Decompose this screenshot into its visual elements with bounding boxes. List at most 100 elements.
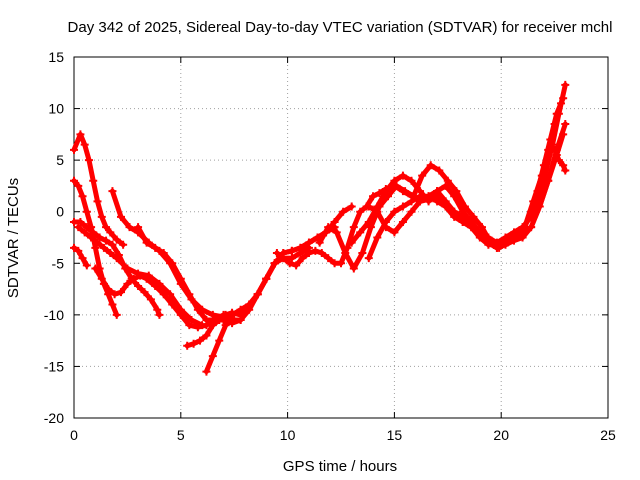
y-tick-label: -20 (44, 410, 64, 426)
data-point (80, 140, 89, 149)
data-point (287, 246, 296, 255)
data-point (89, 228, 98, 237)
data-point (381, 187, 390, 196)
data-point (116, 288, 125, 297)
plot-frame (73, 56, 609, 419)
data-point (270, 259, 279, 268)
data-point (311, 246, 320, 255)
data-point (91, 243, 100, 252)
data-point (416, 197, 425, 206)
y-tick-label: 0 (56, 204, 64, 220)
data-point (364, 254, 373, 263)
data-point (202, 367, 211, 376)
data-point (548, 140, 557, 149)
data-point (347, 238, 356, 247)
data-point (95, 233, 104, 242)
data-point (245, 305, 254, 314)
data-point (153, 305, 162, 314)
data-point (215, 316, 224, 325)
x-tick-label: 20 (493, 427, 509, 443)
y-tick-label: 15 (48, 49, 64, 65)
data-point (407, 176, 416, 185)
data-point (78, 254, 87, 263)
data-point (142, 238, 151, 247)
data-point (76, 218, 85, 227)
data-point (110, 290, 119, 299)
data-point (435, 166, 444, 175)
y-tick-label: -10 (44, 307, 64, 323)
data-point (70, 176, 78, 185)
data-point (554, 109, 563, 118)
y-tick-label: 10 (48, 101, 64, 117)
data-point (82, 223, 91, 232)
data-point (296, 248, 305, 257)
data-point (134, 223, 143, 232)
data-point (401, 187, 410, 196)
data-point (108, 300, 117, 309)
data-point (82, 261, 91, 270)
data-point (106, 248, 115, 257)
data-point (292, 261, 301, 270)
data-point (193, 305, 202, 314)
data-point (450, 207, 459, 216)
data-point (151, 243, 160, 252)
data-point (358, 248, 367, 257)
data-point (561, 120, 570, 129)
series-arc-12 (317, 100, 564, 271)
data-point (142, 274, 151, 283)
data-point (262, 274, 271, 283)
data-point (202, 316, 211, 325)
data-point (554, 156, 563, 165)
data-point (74, 246, 83, 255)
data-point (146, 295, 155, 304)
data-point (97, 274, 106, 283)
data-point (559, 130, 568, 139)
data-point (349, 264, 358, 273)
data-point (398, 171, 407, 180)
series-arc-16 (552, 147, 568, 173)
y-axis-label: SDTVAR / TECUs (5, 178, 22, 298)
data-point (80, 228, 89, 237)
data-point (221, 310, 230, 319)
data-point (407, 207, 416, 216)
data-point (550, 145, 559, 154)
data-point (341, 248, 350, 257)
data-point (349, 223, 358, 232)
data-point (228, 308, 237, 317)
data-point (317, 248, 326, 257)
data-point (116, 212, 125, 221)
data-point (185, 321, 194, 330)
data-point (298, 254, 307, 263)
data-point (544, 176, 553, 185)
data-point (168, 300, 177, 309)
data-point (176, 310, 185, 319)
data-point (74, 181, 83, 190)
data-point (104, 285, 113, 294)
data-point (87, 233, 96, 242)
data-point (93, 238, 102, 247)
x-tick-label: 0 (70, 427, 78, 443)
data-point (91, 264, 100, 273)
data-point (108, 187, 117, 196)
data-point (561, 166, 570, 175)
data-point (559, 161, 568, 170)
x-tick-label: 15 (387, 427, 403, 443)
data-point (76, 130, 85, 139)
data-point (337, 259, 345, 268)
data-point (561, 80, 570, 89)
data-point (99, 243, 108, 252)
data-point (390, 207, 399, 216)
data-point (433, 197, 442, 206)
data-point (236, 316, 245, 325)
data-point (176, 274, 185, 283)
ticks: 0 5 10 15 20 25 -20 -15 -10 -5 0 5 10 15 (44, 49, 616, 443)
data-point (202, 331, 211, 340)
data-point (347, 202, 356, 211)
data-point (129, 274, 138, 283)
data-point (285, 259, 294, 268)
data-point (443, 176, 452, 185)
data-point (70, 243, 78, 252)
data-point (398, 202, 407, 211)
data-point (102, 223, 111, 232)
